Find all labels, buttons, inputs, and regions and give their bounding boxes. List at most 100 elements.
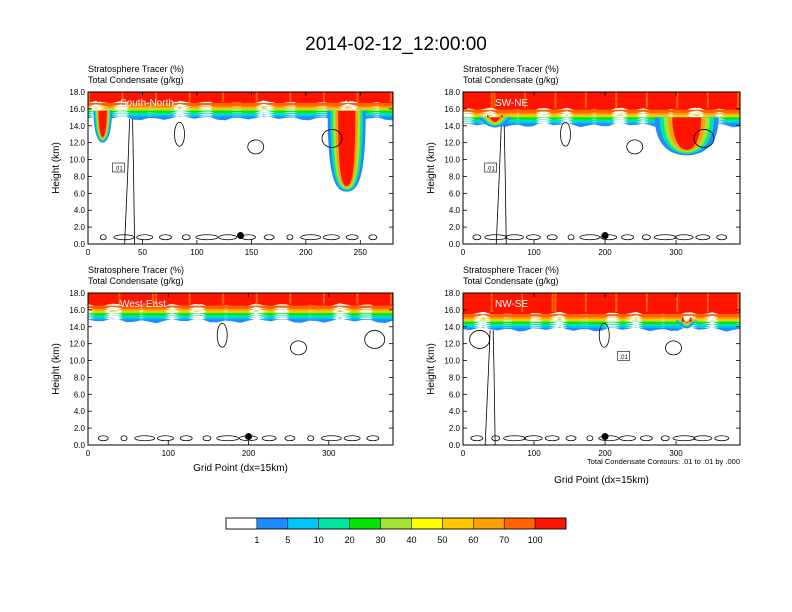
- tracer-streak: [164, 293, 167, 305]
- condensate-contours: [99, 119, 378, 244]
- tracer-band: [88, 310, 393, 316]
- tracer-streak: [264, 293, 267, 305]
- y-tick-label: 8.0: [74, 373, 86, 382]
- tracer-streak: [584, 92, 587, 108]
- condensate-contour: [159, 234, 172, 241]
- tracer-streak: [656, 92, 659, 108]
- panel-subtitle-condensate: Total Condensate (g/kg): [88, 276, 184, 286]
- tracer-streak: [243, 293, 246, 305]
- y-tick-label: 18.0: [69, 289, 85, 298]
- condensate-contour: [322, 234, 340, 241]
- x-tick-label: 100: [527, 449, 541, 458]
- panel-frame: [87, 91, 394, 245]
- y-tick-label: 0.0: [74, 240, 86, 249]
- condensate-contour: [598, 435, 620, 442]
- tracer-streak: [130, 293, 133, 305]
- location-marker: [601, 232, 609, 240]
- condensate-contour: [565, 435, 577, 442]
- condensate-contour: [307, 435, 315, 442]
- condensate-contour: [99, 234, 107, 241]
- colorbar-swatch: [287, 517, 319, 530]
- colorbar-label: 100: [528, 535, 543, 545]
- tracer-streak: [335, 92, 338, 102]
- tracer-intrusion: [486, 114, 503, 122]
- tracer-intrusion: [681, 316, 692, 323]
- condensate-contour: [598, 322, 610, 348]
- x-tick-label: 300: [669, 449, 683, 458]
- y-tick-label: 4.0: [74, 206, 86, 215]
- x-tick-label: 0: [461, 449, 466, 458]
- tracer-streak: [289, 92, 292, 102]
- condensate-contour: [567, 234, 575, 241]
- condensate-contour: [491, 435, 501, 442]
- tracer-streak: [389, 92, 392, 102]
- y-tick-label: 2.0: [449, 424, 461, 433]
- tracer-streak: [277, 293, 280, 305]
- tracer-streak: [130, 92, 133, 102]
- condensate-contour: [693, 129, 715, 148]
- tracer-streak: [676, 92, 679, 108]
- tracer-streak: [164, 92, 167, 102]
- colorbar-swatch: [473, 517, 505, 530]
- y-tick-label: 16.0: [69, 105, 85, 114]
- condensate-contour: [693, 435, 713, 442]
- colorbar-swatch: [534, 517, 567, 530]
- tracer-streak: [344, 293, 347, 305]
- tracer-streak: [267, 92, 270, 102]
- contour-label: .01: [487, 167, 496, 173]
- tracer-streak: [152, 293, 155, 305]
- condensate-contour: [674, 234, 694, 241]
- y-axis-label: Height (km): [51, 343, 62, 395]
- colorbar-label: 50: [437, 535, 447, 545]
- tracer-streak: [313, 92, 316, 102]
- tracer-streak: [523, 92, 526, 108]
- tracer-streak: [109, 92, 112, 102]
- tracer-streak: [310, 92, 313, 102]
- condensate-contour: [364, 330, 386, 349]
- colorbar-swatch: [349, 517, 381, 530]
- tracer-streak: [301, 92, 304, 102]
- panel-plot-area: .01 NW-SE: [463, 293, 740, 445]
- condensate-contour: [120, 435, 128, 442]
- condensate-contour: [247, 139, 265, 155]
- tracer-streak: [335, 293, 338, 305]
- y-tick-label: 0.0: [449, 441, 461, 450]
- contour-label-box: [484, 162, 498, 173]
- tracer-streak: [142, 293, 145, 305]
- y-tick-label: 16.0: [444, 105, 460, 114]
- condensate-contour: [124, 119, 135, 244]
- panel-sw-ne: Stratosphere Tracer (%)Total Condensate …: [426, 64, 741, 257]
- panel-plot-area: .01 South-North: [88, 92, 393, 244]
- tracer-streak: [176, 92, 179, 102]
- x-tick-label: 0: [86, 449, 91, 458]
- tracer-streak: [543, 92, 546, 108]
- colorbar-label: 40: [406, 535, 416, 545]
- tracer-streak: [267, 293, 270, 305]
- x-tick-label: 250: [354, 248, 368, 257]
- tracer-streak: [356, 293, 359, 305]
- tracer-streak: [88, 92, 90, 102]
- tracer-streak: [277, 92, 280, 102]
- condensate-contour: [113, 234, 135, 241]
- condensate-contour: [503, 435, 526, 442]
- tracer-streak: [695, 293, 698, 312]
- colorbar-swatch: [380, 517, 412, 530]
- tracer-streak: [604, 92, 607, 108]
- y-tick-label: 12.0: [69, 340, 85, 349]
- x-tick-label: 300: [322, 449, 336, 458]
- y-tick-label: 0.0: [74, 441, 86, 450]
- tracer-streak: [493, 92, 496, 108]
- tracer-streak: [593, 92, 596, 108]
- condensate-contour: [321, 129, 343, 148]
- y-tick-label: 14.0: [444, 323, 460, 332]
- tracer-streak: [512, 92, 515, 108]
- tracer-band: [88, 318, 393, 324]
- condensate-contour: [320, 435, 342, 442]
- x-tick-label: 200: [299, 248, 313, 257]
- panel-subtitle-condensate: Total Condensate (g/kg): [463, 276, 559, 286]
- tracer-streak: [356, 92, 359, 102]
- y-tick-label: 14.0: [444, 122, 460, 131]
- tracer-band: [88, 308, 393, 313]
- condensate-contour: [366, 435, 380, 442]
- tracer-streak: [368, 293, 371, 305]
